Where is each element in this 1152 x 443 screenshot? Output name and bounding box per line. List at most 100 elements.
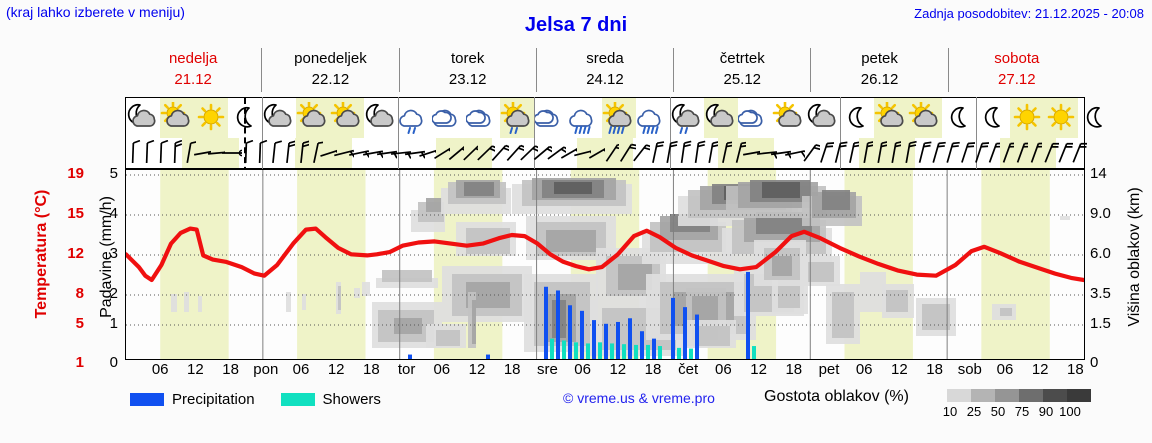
time-tick: 12 — [1031, 361, 1049, 378]
cloud-density-legend-title: Gostota oblakov (%) — [764, 388, 909, 405]
location-menu-note: (kraj lahko izberete v meniju) — [6, 4, 185, 20]
wind-barb — [140, 138, 155, 168]
wind-barb — [915, 138, 932, 168]
wind-barb — [872, 138, 889, 168]
wind-barb — [858, 138, 875, 168]
meteogram-plot: 9149141113121410149148127 — [125, 169, 1085, 360]
temperature-line — [126, 226, 1084, 283]
temperature-tick-2: 12 — [67, 245, 84, 262]
temperature-tick-1: 15 — [67, 205, 84, 222]
cloudheight-tick-4: 1.5 — [1090, 315, 1111, 332]
wind-barb — [943, 138, 961, 168]
weather-icon-sun-cloud — [330, 98, 364, 138]
time-tick: 18 — [503, 361, 521, 378]
precipitation-swatch — [130, 392, 164, 406]
wind-barb — [267, 138, 282, 168]
wind-barb — [492, 138, 510, 168]
weather-icon-cloud — [466, 98, 500, 138]
time-tick: tor — [397, 361, 416, 378]
precip-bar — [574, 342, 578, 359]
weather-icon-moon-cloud — [806, 98, 840, 138]
wind-barb — [320, 138, 341, 168]
weather-icon-sun-cloud — [296, 98, 330, 138]
precipitation-tick-3: 2 — [109, 285, 118, 302]
temperature-tick-4: 5 — [75, 315, 84, 332]
day-column-2: ponedeljek 22.12 — [261, 48, 398, 92]
wind-barb — [533, 138, 552, 168]
wind-barb — [619, 138, 637, 168]
time-tick: 06 — [151, 361, 169, 378]
time-tick: 06 — [574, 361, 591, 378]
weather-icon-cloud — [534, 97, 568, 170]
wind-barb — [221, 138, 242, 168]
time-tick: 12 — [468, 361, 486, 378]
cloud-scale-step-100 — [1067, 389, 1091, 402]
wind-barb — [802, 138, 820, 168]
precip-bar — [658, 346, 662, 359]
time-tick: 12 — [327, 361, 345, 378]
page-title: Jelsa 7 dni — [524, 14, 628, 36]
wind-barb — [831, 138, 848, 168]
cloud-scale-label: 100 — [1059, 404, 1081, 419]
precip-bar — [616, 321, 620, 359]
precip-bar — [683, 307, 687, 359]
time-tick: 12 — [187, 361, 204, 378]
precip-bar — [544, 286, 548, 359]
cloud-scale-step-50 — [995, 389, 1019, 402]
weather-icon-row — [126, 97, 1102, 170]
precip-bar — [646, 344, 650, 359]
time-tick: 18 — [1067, 361, 1084, 378]
day-name: sreda — [586, 50, 624, 67]
cloud-scale-label: 75 — [1014, 404, 1030, 419]
precipitation-legend-label: Precipitation — [172, 390, 255, 408]
cloud-scale-step-90 — [1043, 389, 1067, 402]
cloud-scale-label: 25 — [966, 404, 982, 419]
day-date: 25.12 — [723, 71, 762, 88]
day-name: sobota — [994, 50, 1040, 67]
last-update-label: Zadnja posodobitev: 21.12.2025 - 20:08 — [914, 6, 1144, 21]
precipitation-tick-1: 4 — [109, 205, 118, 222]
precip-bar — [598, 342, 602, 359]
wind-barb — [1070, 138, 1088, 168]
time-tick: 18 — [222, 361, 239, 378]
precipitation-legend: Precipitation Showers — [130, 388, 407, 410]
day-column-4: sreda 24.12 — [535, 48, 673, 92]
time-axis: 06 12 18 pon 06 12 18 tor 06 12 18 sre 06 12 18 čet 06 12… — [125, 361, 1085, 381]
precip-bar — [604, 323, 608, 359]
temperature-tick-0: 19 — [67, 165, 84, 182]
cloud-scale-step-75 — [1019, 389, 1043, 402]
wind-barb — [771, 138, 792, 168]
wind-barb — [362, 138, 383, 168]
precip-bar — [556, 290, 560, 359]
day-name: četrtek — [719, 50, 765, 67]
cloud-scale-label: 90 — [1038, 404, 1054, 419]
weather-icon-moon — [942, 98, 976, 138]
wind-barb — [168, 138, 183, 168]
wind-barb — [1042, 138, 1060, 168]
copyright-link[interactable]: © vreme.us & vreme.pro — [563, 390, 715, 406]
day-column-5: četrtek 25.12 — [673, 48, 810, 92]
precipitation-tick-0: 5 — [109, 165, 118, 182]
wind-barb — [477, 138, 496, 168]
showers-swatch — [280, 392, 315, 406]
time-tick: 06 — [996, 361, 1014, 378]
weather-icon-sun-cloud — [874, 98, 908, 138]
precip-bar — [634, 344, 638, 359]
temperature-tick-3: 8 — [75, 285, 84, 302]
wind-barb — [519, 138, 538, 168]
precip-bar — [568, 305, 572, 359]
time-tick: 18 — [644, 361, 662, 378]
cloudheight-tick-3: 3.5 — [1090, 285, 1111, 302]
precipitation-tick-2: 3 — [109, 245, 118, 262]
weather-icon-moon-cloud — [704, 98, 738, 138]
day-column-3: torek 23.12 — [398, 48, 536, 92]
precip-bar — [408, 354, 412, 359]
weather-icon-cloud-rain — [568, 98, 602, 138]
time-tick: 06 — [855, 361, 873, 378]
weather-icon-moon-cloud — [364, 98, 398, 138]
day-name: nedelja — [168, 50, 218, 67]
wind-barb — [154, 138, 169, 168]
meteogram-canvas: 9149141113121410149148127 — [126, 170, 1084, 359]
weather-icon-cloud-drizzle — [398, 97, 432, 170]
day-column-7: sobota 27.12 — [947, 48, 1085, 92]
